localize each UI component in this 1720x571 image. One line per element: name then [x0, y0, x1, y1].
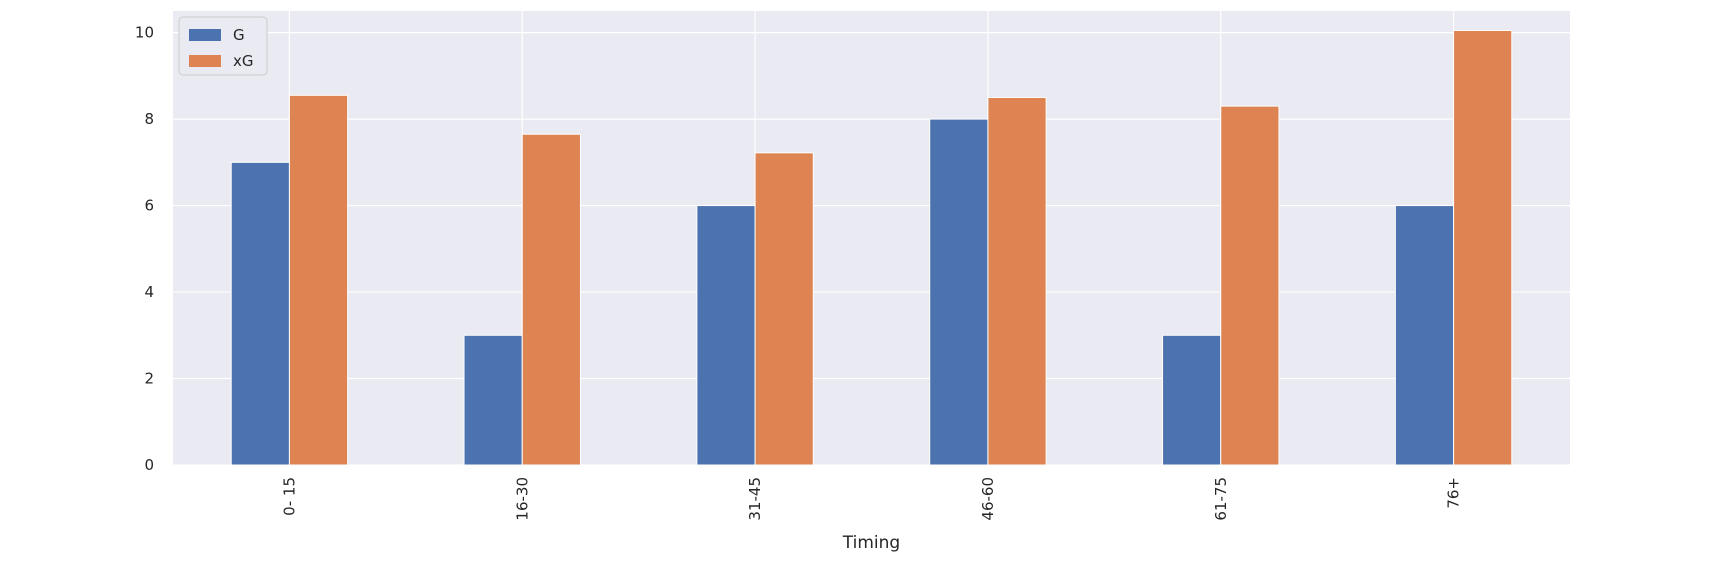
bar-xG-46-60	[987, 96, 1047, 466]
legend-label-G: G	[233, 26, 245, 44]
y-tick-label: 4	[144, 283, 154, 301]
bar-G-61-75	[1162, 334, 1222, 466]
legend[interactable]: GxG	[178, 16, 268, 76]
bar-G-31-45	[696, 205, 756, 466]
x-tick-label: 0- 15	[280, 477, 298, 516]
bar-G-76+	[1394, 205, 1455, 466]
bar-G-16-30	[463, 334, 523, 466]
y-tick-label: 8	[144, 110, 154, 128]
y-tick-label: 0	[144, 456, 154, 474]
x-tick-label: 16-30	[513, 477, 531, 521]
x-tick-label: 76+	[1445, 477, 1463, 509]
x-tick-label: 61-75	[1212, 477, 1230, 521]
bar-xG-16-30	[521, 133, 581, 466]
bar-xG-0-15	[288, 94, 349, 466]
legend-swatch-G	[189, 29, 221, 41]
y-tick-label: 10	[135, 24, 154, 42]
y-axis-ticks: 0 2 4 6 8 10	[135, 24, 154, 474]
x-axis-title: Timing	[842, 533, 900, 553]
plot-area	[173, 11, 1570, 465]
y-tick-label: 6	[144, 197, 154, 215]
x-tick-label: 31-45	[746, 477, 764, 521]
y-tick-label: 2	[144, 370, 154, 388]
bar-xG-76+	[1453, 29, 1513, 466]
x-axis-ticks: 0- 15 16-30 31-45 46-60 61-75 76+	[280, 477, 1462, 521]
legend-label-xG: xG	[233, 52, 254, 70]
bars	[230, 29, 1513, 466]
bar-G-0-15	[230, 161, 290, 466]
x-tick-label: 46-60	[979, 477, 997, 521]
legend-swatch-xG	[189, 55, 221, 67]
bar-xG-61-75	[1220, 105, 1280, 466]
bar-xG-31-45	[754, 152, 814, 466]
bar-G-46-60	[929, 118, 989, 466]
